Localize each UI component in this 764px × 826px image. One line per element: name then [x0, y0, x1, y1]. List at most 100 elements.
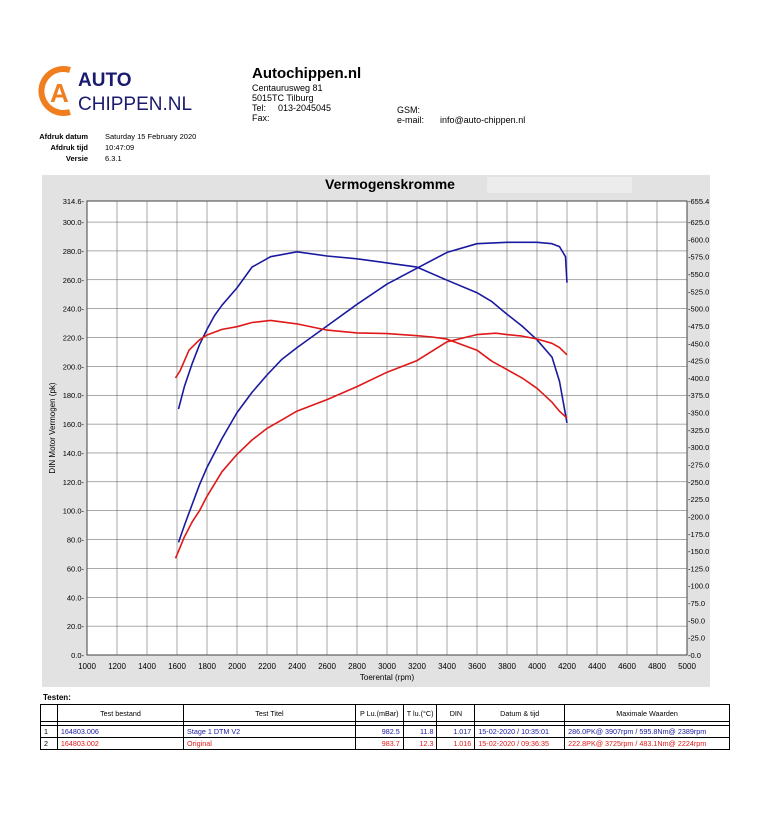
y-left-tick-label: 260.0- — [63, 276, 85, 285]
tests-header-row: Test bestand Test Titel P Lu.(mBar) T lu… — [40, 704, 730, 722]
x-tick-label: 1400 — [138, 662, 156, 671]
gsm-label: GSM: — [397, 105, 421, 115]
y-right-tick-label: -125.0 — [688, 564, 709, 573]
y-right-tick-label: -475.0 — [688, 322, 709, 331]
col-header-datetime: Datum & tijd — [474, 704, 566, 722]
col-header-din: DIN — [436, 704, 476, 722]
x-tick-label: 2400 — [288, 662, 306, 671]
col-header-title: Test Titel — [183, 704, 356, 722]
y-left-tick-label: 100.0- — [63, 507, 85, 516]
print-date-value: Saturday 15 February 2020 — [105, 132, 197, 141]
y-right-tick-label: -300.0 — [688, 443, 709, 452]
svg-text:A: A — [50, 78, 69, 108]
y-left-axis-label: DIN Motor Vermogen (pk) — [48, 382, 57, 473]
title-band — [487, 177, 632, 193]
x-tick-label: 5000 — [678, 662, 696, 671]
y-right-tick-label: -150.0 — [688, 547, 709, 556]
row-pressure: 982.5 — [354, 725, 404, 738]
y-right-tick-label: -250.0 — [688, 478, 709, 487]
y-right-tick-label: -550.0 — [688, 270, 709, 279]
col-index-header — [40, 704, 58, 722]
y-left-tick-label: 20.0- — [67, 622, 85, 631]
x-tick-label: 4200 — [558, 662, 576, 671]
tests-table: Test bestand Test Titel P Lu.(mBar) T lu… — [40, 704, 730, 750]
x-axis-label: Toerental (rpm) — [360, 673, 415, 682]
y-right-tick-label: -175.0 — [688, 530, 709, 539]
y-right-tick-label: -375.0 — [688, 391, 709, 400]
y-right-tick-label: -600.0 — [688, 235, 709, 244]
tests-label: Testen: — [43, 693, 71, 702]
row-temp: 11.8 — [402, 725, 438, 738]
row-title: Original — [183, 737, 356, 750]
y-right-tick-label: -25.0 — [688, 634, 705, 643]
row-max: 286.0PK@ 3907rpm / 595.8Nm@ 2389rpm — [564, 725, 730, 738]
y-right-tick-label: -625.0 — [688, 218, 709, 227]
x-tick-label: 2000 — [228, 662, 246, 671]
x-tick-label: 2600 — [318, 662, 336, 671]
y-right-tick-label: -500.0 — [688, 305, 709, 314]
x-tick-label: 3600 — [468, 662, 486, 671]
y-right-tick-label: -575.0 — [688, 253, 709, 262]
y-left-tick-label: 220.0- — [63, 334, 85, 343]
y-left-tick-label: 140.0- — [63, 449, 85, 458]
col-header-pressure: P Lu.(mBar) — [354, 704, 404, 722]
y-left-tick-label: 180.0- — [63, 391, 85, 400]
y-right-tick-label: -275.0 — [688, 461, 709, 470]
x-tick-label: 4400 — [588, 662, 606, 671]
address-line-1: Centaurusweg 81 — [252, 83, 323, 93]
y-right-tick-label: -525.0 — [688, 287, 709, 296]
email-label: e-mail: — [397, 115, 425, 125]
x-tick-label: 4600 — [618, 662, 636, 671]
print-time-label: Afdruk tijd — [50, 143, 89, 152]
company-name: Autochippen.nl — [252, 65, 362, 82]
y-left-tick-label: 120.0- — [63, 478, 85, 487]
col-header-temp: T lu.(°C) — [402, 704, 438, 722]
y-left-tick-label: 200.0- — [63, 362, 85, 371]
x-tick-label: 2800 — [348, 662, 366, 671]
logo-text-top: AUTO — [78, 70, 131, 91]
y-left-tick-label: 80.0- — [67, 536, 85, 545]
row-din: 1.017 — [436, 725, 476, 738]
table-row[interactable]: 1 164803.006 Stage 1 DTM V2 982.5 11.8 1… — [40, 725, 730, 738]
y-right-tick-label: -0.0 — [688, 651, 701, 660]
x-tick-label: 3000 — [378, 662, 396, 671]
x-tick-label: 3400 — [438, 662, 456, 671]
x-tick-label: 3800 — [498, 662, 516, 671]
company-info: Autochippen.nl Centaurusweg 81 5015TC Ti… — [252, 66, 732, 136]
y-right-tick-label: -425.0 — [688, 357, 709, 366]
company-logo: A AUTO CHIPPEN.NL — [36, 62, 206, 120]
logo-text-bottom: CHIPPEN.NL — [78, 94, 192, 115]
row-index: 1 — [40, 725, 58, 738]
version-value: 6.3.1 — [105, 154, 122, 163]
row-max: 222.8PK@ 3725rpm / 483.1Nm@ 2224rpm — [564, 737, 730, 750]
tel-label: Tel: — [252, 103, 267, 113]
row-datetime: 15-02-2020 / 10:35:01 — [474, 725, 566, 738]
x-tick-label: 1200 — [108, 662, 126, 671]
table-row[interactable]: 2 164803.002 Original 983.7 12.3 1.016 1… — [40, 737, 730, 750]
y-right-tick-label: -655.4 — [688, 197, 709, 206]
y-right-tick-label: -225.0 — [688, 495, 709, 504]
tel-value: 013-2045045 — [278, 103, 332, 113]
power-chart-panel: Vermogenskromme 1000 1200 1400 1600 1800 2000 2… — [42, 175, 710, 687]
row-din: 1.016 — [436, 737, 476, 750]
y-right-tick-label: -325.0 — [688, 426, 709, 435]
y-left-tick-label: 0.0- — [71, 651, 84, 660]
table-spacer — [40, 721, 730, 726]
series-line-3 — [174, 319, 568, 419]
y-left-tick-label: 40.0- — [67, 593, 85, 602]
x-tick-label: 1600 — [168, 662, 186, 671]
row-datetime: 15-02-2020 / 09:36:35 — [474, 737, 566, 750]
x-tick-label: 4800 — [648, 662, 666, 671]
print-date-label: Afdruk datum — [39, 132, 88, 141]
series-line-2 — [177, 241, 568, 543]
y-right-tick-label: -75.0 — [688, 599, 705, 608]
x-tick-label: 4000 — [528, 662, 546, 671]
y-right-tick-label: -450.0 — [688, 339, 709, 348]
series-line-4 — [174, 332, 568, 559]
tel-row: Tel: 013-2045045 — [252, 103, 732, 113]
series-line-1 — [177, 251, 568, 424]
y-right-tick-label: -50.0 — [688, 616, 705, 625]
x-tick-label: 3200 — [408, 662, 426, 671]
y-right-tick-label: -350.0 — [688, 409, 709, 418]
y-right-tick-label: -100.0 — [688, 582, 709, 591]
